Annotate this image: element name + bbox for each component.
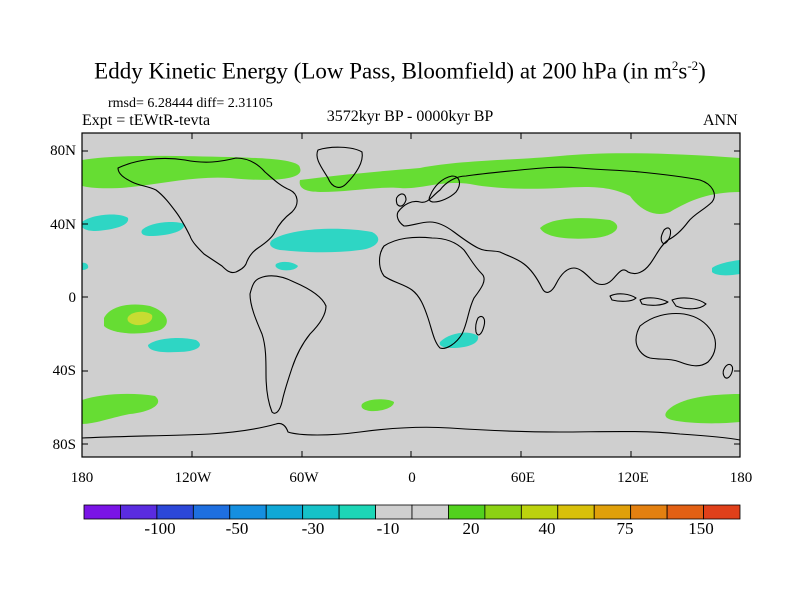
coastline-new-zealand (722, 363, 734, 379)
coastline-new-guinea (671, 297, 707, 310)
colorbar-box (448, 504, 486, 520)
lat-label-40n: 40N (50, 217, 76, 233)
coastline-antarctica (82, 422, 740, 441)
green-region-south-pacific-east (665, 394, 740, 424)
colorbar-box (83, 504, 121, 520)
cyan-region-north-pacific-east (141, 222, 185, 236)
colorbar-label: 40 (538, 519, 556, 538)
colorbar-label: -10 (376, 519, 400, 538)
lat-label-0: 0 (68, 290, 77, 306)
coastline-africa (378, 236, 485, 349)
cyan-region-north-pacific-west (82, 214, 129, 231)
cyan-region-east-pacific-east (712, 260, 740, 276)
coastline-japan (660, 227, 672, 245)
coastlines (82, 146, 740, 441)
lat-label-80s: 80S (52, 437, 76, 453)
colorbar-box (156, 504, 194, 520)
lon-label-120w: 120W (174, 470, 212, 486)
colorbar-box (593, 504, 632, 520)
coastline-british-isles (395, 193, 407, 207)
colorbar-box (557, 504, 595, 520)
colorbar-box (302, 504, 340, 520)
colorbar-label: -30 (301, 519, 325, 538)
lat-label-80n: 80N (50, 143, 76, 159)
colorbar-box (229, 504, 267, 520)
anomaly-fields (82, 153, 740, 424)
title-s: s (678, 58, 688, 84)
green-region-north-pacific-america (82, 155, 301, 189)
coastline-north-america (117, 157, 298, 274)
period-label: 3572kyr BP - 0000kyr BP (326, 108, 494, 125)
coastline-australia (635, 312, 717, 367)
colorbar-box (703, 504, 741, 520)
season-label: ANN (703, 112, 738, 129)
colorbar-label: 75 (616, 519, 634, 538)
colorbar-label: 20 (462, 519, 480, 538)
lon-label-120e: 120E (617, 470, 649, 486)
green-region-north-atlantic-eurasia (299, 153, 740, 215)
title-close: ) (698, 58, 706, 84)
plot-title: Eddy Kinetic Energy (Low Pass, Bloomfiel… (0, 58, 800, 85)
title-sup-2: -2 (687, 58, 699, 73)
coastline-south-america (249, 275, 327, 414)
lat-label-40s: 40S (52, 363, 76, 379)
stats-text: rmsd= 6.28444 diff= 2.31105 (108, 96, 273, 111)
colorbar-box (375, 504, 413, 520)
colorbar-box (484, 504, 522, 520)
cyan-region-south-pacific (148, 337, 200, 353)
coastline-indonesia-2 (639, 297, 669, 306)
colorbar-box (630, 504, 668, 520)
cyan-region-caribbean (275, 261, 298, 271)
cyan-region-south-africa (439, 332, 479, 348)
lon-label-0: 0 (408, 470, 416, 486)
lon-label-180e: 180 (729, 470, 753, 486)
coastline-scandinavia (428, 175, 461, 203)
colorbar-label: -100 (144, 519, 176, 538)
lon-label-60w: 60W (289, 470, 319, 486)
colorbar-box (520, 504, 559, 520)
colorbar-box (120, 504, 158, 520)
colorbar (83, 504, 741, 520)
lon-label-60e: 60E (510, 470, 536, 486)
green-region-south-pacific-west (82, 393, 159, 424)
experiment-label: Expt = tEWtR-tevta (82, 112, 211, 129)
coastline-madagascar (475, 315, 486, 336)
colorbar-label: 150 (688, 519, 714, 538)
lon-label-180w: 180 (70, 470, 94, 486)
cyan-region-west-pacific-east (82, 262, 89, 270)
green-region-south-atlantic (361, 399, 394, 412)
coastline-greenland (316, 146, 363, 188)
title-main: Eddy Kinetic Energy (Low Pass, Bloomfiel… (94, 58, 672, 84)
colorbar-box (666, 504, 704, 520)
colorbar-label: -50 (225, 519, 249, 538)
colorbar-box (265, 504, 304, 520)
green-region-central-asia (540, 218, 618, 239)
colorbar-box (338, 504, 376, 520)
axis-ticks (81, 133, 741, 457)
coastline-indonesia-1 (609, 293, 637, 302)
colorbar-box (411, 504, 449, 520)
title-sup-1: 2 (671, 58, 679, 73)
cyan-region-north-atlantic (270, 228, 379, 253)
yellow-region-south-pacific (127, 311, 153, 326)
colorbar-box (192, 504, 231, 520)
coastline-eurasia (396, 166, 715, 293)
